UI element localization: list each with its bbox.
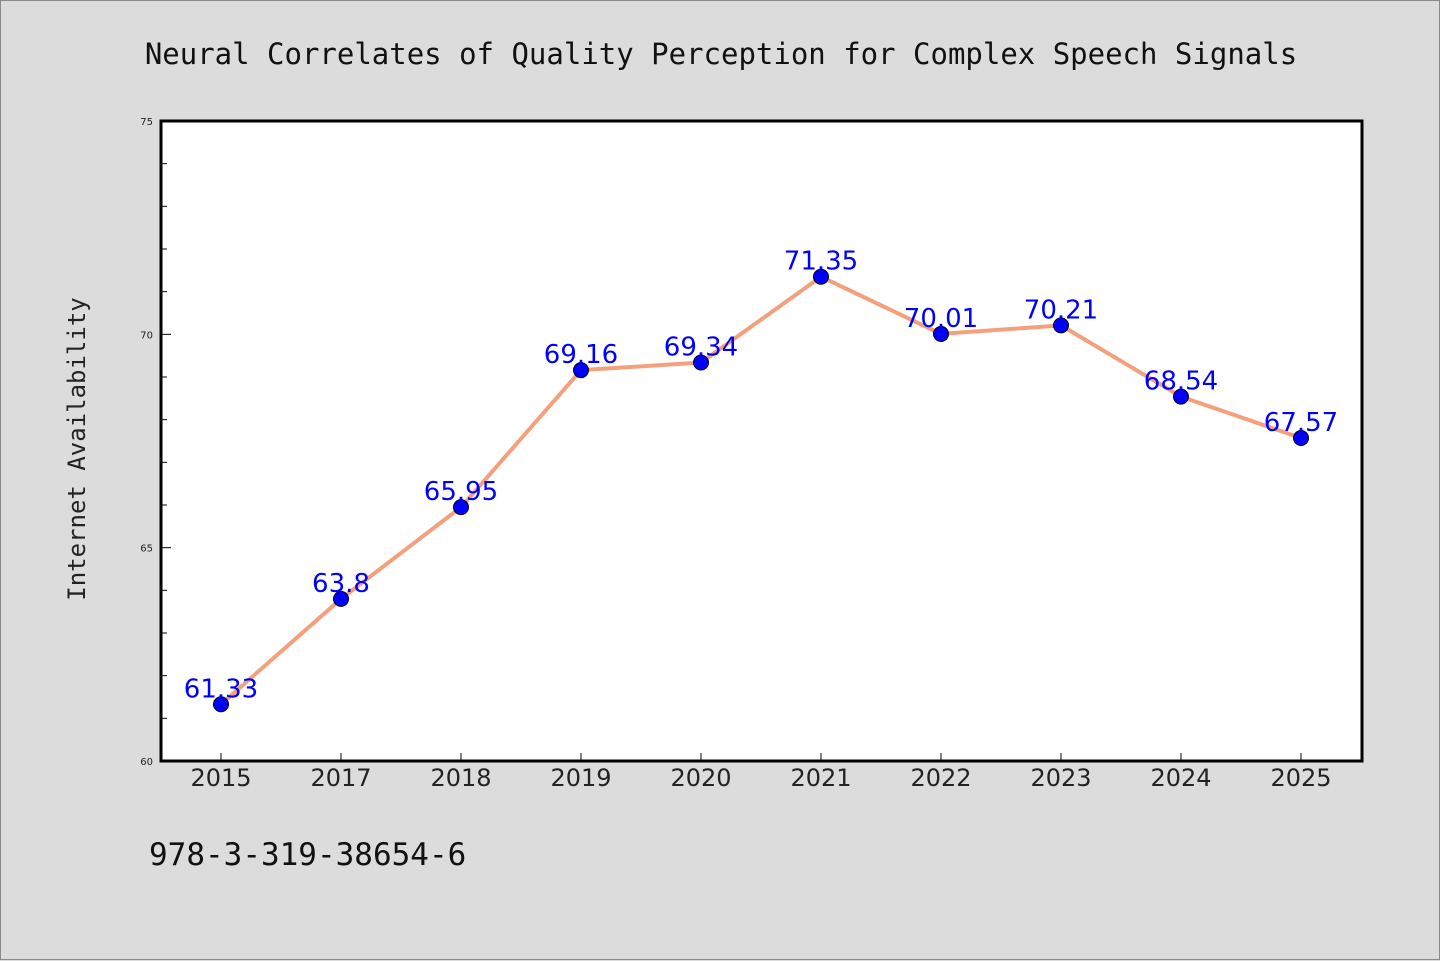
data-labels: 61.33 63.8 65.95 69.16 69.34 71.35 70.01 70.21 6…: [184, 247, 1338, 705]
data-point: [1293, 430, 1309, 447]
x-tick-label: 2025: [1270, 764, 1331, 792]
data-label: 65.95: [424, 477, 498, 507]
x-tick-label: 2021: [790, 764, 851, 792]
data-label: 69.16: [544, 340, 618, 370]
x-tick-label: 2018: [430, 764, 491, 792]
y-axis-label: Internet Availability: [63, 297, 91, 600]
data-point: [813, 268, 829, 285]
data-point: [333, 590, 349, 607]
data-points: [213, 268, 1309, 713]
chart-title: Neural Correlates of Quality Perception …: [145, 37, 1297, 71]
data-label: 69.34: [664, 332, 738, 362]
x-tick-label: 2017: [310, 764, 371, 792]
data-point: [1173, 388, 1189, 405]
x-axis: 2015 2017 2018 2019 2020 2021 2022 2023 2024 2025: [190, 753, 1332, 792]
series-line: [219, 274, 1302, 706]
data-label: 71.35: [784, 247, 858, 277]
data-label: 63.8: [312, 569, 370, 599]
x-tick-label: 2024: [1150, 764, 1211, 792]
data-point: [693, 354, 709, 371]
y-tick-label: 70: [140, 330, 153, 341]
data-point: [1053, 317, 1069, 334]
data-point: [453, 499, 469, 516]
plot-area: [159, 119, 1364, 763]
x-tick-label: 2020: [670, 764, 731, 792]
data-label: 68.54: [1144, 367, 1218, 397]
footer-note: 978-3-319-38654-6: [149, 837, 466, 873]
x-tick-label: 2023: [1030, 764, 1091, 792]
y-tick-label: 75: [140, 117, 153, 128]
data-label: 70.21: [1024, 295, 1098, 325]
y-tick-label: 60: [140, 757, 153, 768]
data-point: [933, 325, 949, 342]
data-label: 61.33: [184, 674, 258, 704]
data-point: [213, 696, 229, 713]
x-tick-label: 2019: [550, 764, 611, 792]
x-tick-label: 2022: [910, 764, 971, 792]
y-axis: 60 65 70 75: [140, 117, 171, 768]
x-tick-label: 2015: [190, 764, 251, 792]
data-point: [573, 362, 589, 379]
y-tick-label: 65: [140, 544, 153, 555]
data-label: 70.01: [904, 304, 978, 334]
data-label: 67.57: [1264, 408, 1338, 438]
